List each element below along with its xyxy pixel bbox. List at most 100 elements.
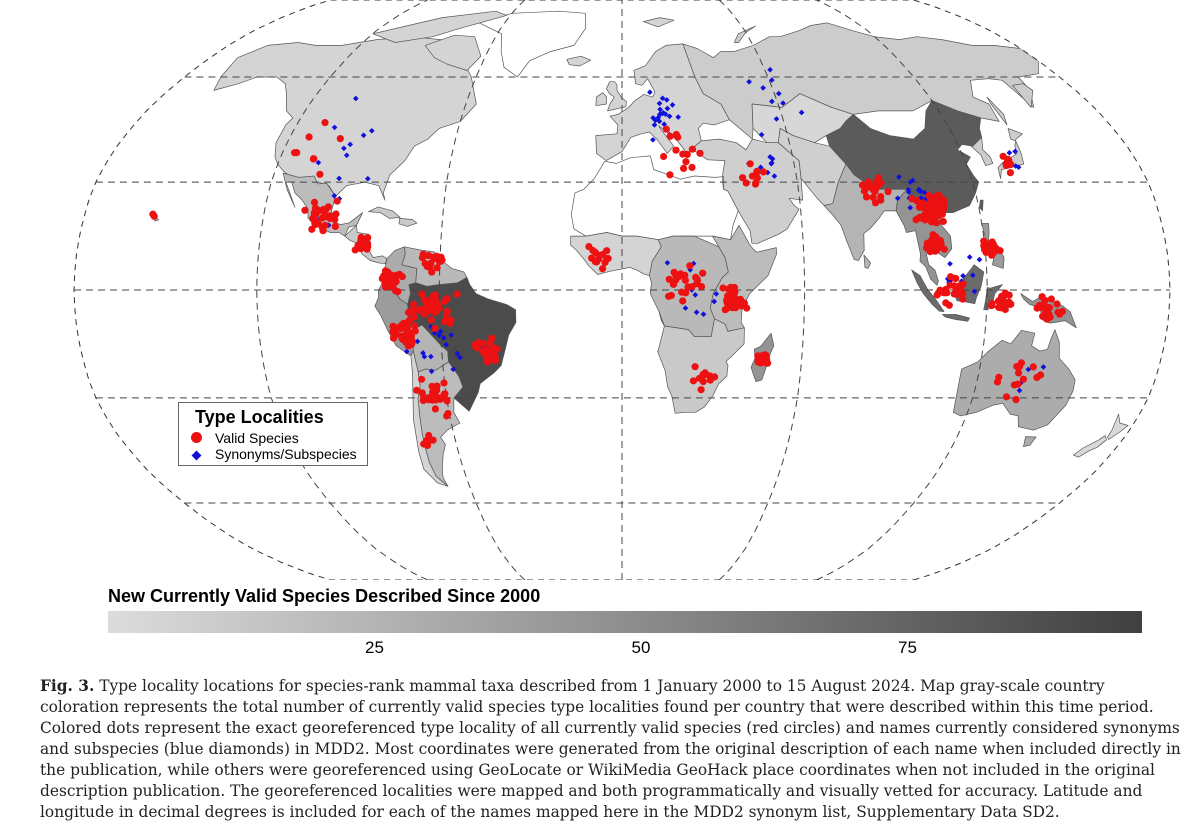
valid-species-locality-point — [389, 327, 397, 335]
valid-species-locality-point — [408, 338, 417, 346]
synonym-locality-point — [917, 188, 924, 195]
valid-species-locality-point — [402, 338, 410, 346]
synonym-locality-point — [647, 89, 653, 96]
valid-species-locality-point — [908, 195, 916, 203]
valid-species-locality-point — [874, 181, 882, 189]
synonym-locality-point — [347, 141, 354, 148]
valid-species-locality-point — [443, 307, 451, 315]
valid-species-locality-point — [912, 216, 920, 224]
synonym-locality-point — [682, 305, 689, 311]
valid-species-locality-point — [1056, 310, 1064, 318]
synonym-locality-point — [692, 292, 699, 298]
valid-species-locality-point — [688, 145, 697, 153]
synonym-locality-point — [341, 145, 347, 152]
synonym-locality-point — [969, 272, 976, 279]
graticule-meridian — [256, 0, 428, 580]
valid-species-locality-point — [604, 254, 612, 263]
synonym-locality-point — [960, 272, 966, 279]
valid-species-locality-point — [672, 146, 680, 154]
valid-species-locality-point — [427, 316, 435, 324]
synonym-locality-point — [773, 116, 780, 122]
valid-species-locality-point — [443, 295, 451, 303]
valid-species-locality-point — [333, 197, 341, 205]
country-iceland — [566, 55, 592, 67]
valid-species-locality-point — [884, 188, 892, 196]
valid-species-locality-point — [686, 262, 694, 270]
blue-diamond-icon — [191, 450, 202, 461]
synonym-locality-point — [768, 159, 775, 166]
valid-species-locality-point — [671, 270, 679, 278]
valid-species-locality-point — [431, 324, 439, 332]
valid-species-locality-point — [1029, 363, 1037, 371]
valid-species-locality-point — [692, 273, 700, 281]
valid-species-locality-point — [725, 295, 733, 303]
valid-species-locality-point — [743, 304, 751, 312]
valid-species-locality-point — [939, 217, 947, 226]
valid-species-locality-point — [418, 254, 427, 262]
valid-species-locality-point — [430, 307, 438, 315]
valid-species-locality-point — [1006, 169, 1015, 177]
synonym-locality-point — [767, 66, 773, 73]
synonym-locality-point — [1012, 148, 1018, 155]
valid-species-locality-point — [479, 339, 487, 347]
valid-species-locality-point — [313, 218, 321, 226]
valid-species-locality-point — [681, 276, 690, 284]
valid-species-locality-point — [1043, 315, 1051, 323]
legend-label: Valid Species — [215, 430, 299, 446]
synonym-locality-point — [454, 350, 461, 357]
valid-species-points — [149, 119, 1067, 449]
valid-species-locality-point — [877, 192, 885, 201]
scale-tick-label: 50 — [631, 638, 651, 657]
valid-species-locality-point — [440, 379, 448, 387]
synonym-locality-point — [360, 132, 367, 139]
valid-species-locality-point — [382, 272, 390, 280]
valid-species-locality-point — [447, 316, 455, 324]
valid-species-locality-point — [397, 321, 406, 329]
valid-species-locality-point — [595, 255, 603, 263]
country-chile — [410, 350, 449, 487]
synonym-points — [315, 66, 1047, 394]
red-circle-icon — [191, 432, 202, 443]
synonym-locality-point — [666, 113, 673, 120]
synonym-locality-point — [713, 291, 720, 297]
valid-species-locality-point — [682, 289, 690, 297]
valid-species-locality-point — [488, 334, 496, 342]
synonym-locality-point — [368, 127, 375, 134]
valid-species-locality-point — [390, 274, 398, 282]
valid-species-locality-point — [679, 297, 687, 305]
valid-species-locality-point — [950, 290, 958, 298]
valid-species-locality-point — [409, 306, 417, 314]
figure-label: Fig. 3. — [40, 677, 95, 695]
synonym-locality-point — [450, 366, 457, 373]
legend-item-valid: Valid Species — [191, 430, 299, 446]
valid-species-locality-point — [392, 287, 400, 295]
synonym-locality-point — [746, 78, 752, 85]
valid-species-locality-point — [933, 291, 941, 299]
valid-species-locality-point — [310, 198, 319, 206]
valid-species-locality-point — [956, 285, 964, 294]
valid-species-locality-point — [869, 193, 877, 201]
valid-species-locality-point — [420, 296, 428, 304]
valid-species-locality-point — [719, 284, 727, 292]
valid-species-locality-point — [923, 239, 932, 247]
synonym-locality-point — [331, 124, 338, 131]
synonym-locality-point — [420, 350, 426, 356]
legend-label: Synonyms/Subspecies — [215, 446, 357, 462]
valid-species-locality-point — [932, 209, 940, 217]
synonym-locality-point — [758, 131, 765, 138]
country-north-america — [213, 36, 477, 201]
valid-species-locality-point — [398, 273, 406, 281]
synonym-locality-point — [656, 111, 663, 118]
valid-species-locality-point — [493, 345, 501, 353]
synonym-locality-point — [457, 354, 463, 361]
valid-species-locality-point — [305, 133, 313, 141]
synonym-locality-point — [768, 77, 775, 83]
country-tasmania — [1023, 436, 1037, 447]
valid-species-locality-point — [484, 349, 492, 357]
synonym-locality-point — [428, 368, 435, 375]
valid-species-locality-point — [759, 168, 768, 176]
synonym-locality-point — [894, 195, 901, 202]
synonym-locality-point — [414, 338, 421, 345]
valid-species-locality-point — [322, 205, 330, 213]
valid-species-locality-point — [696, 149, 704, 157]
